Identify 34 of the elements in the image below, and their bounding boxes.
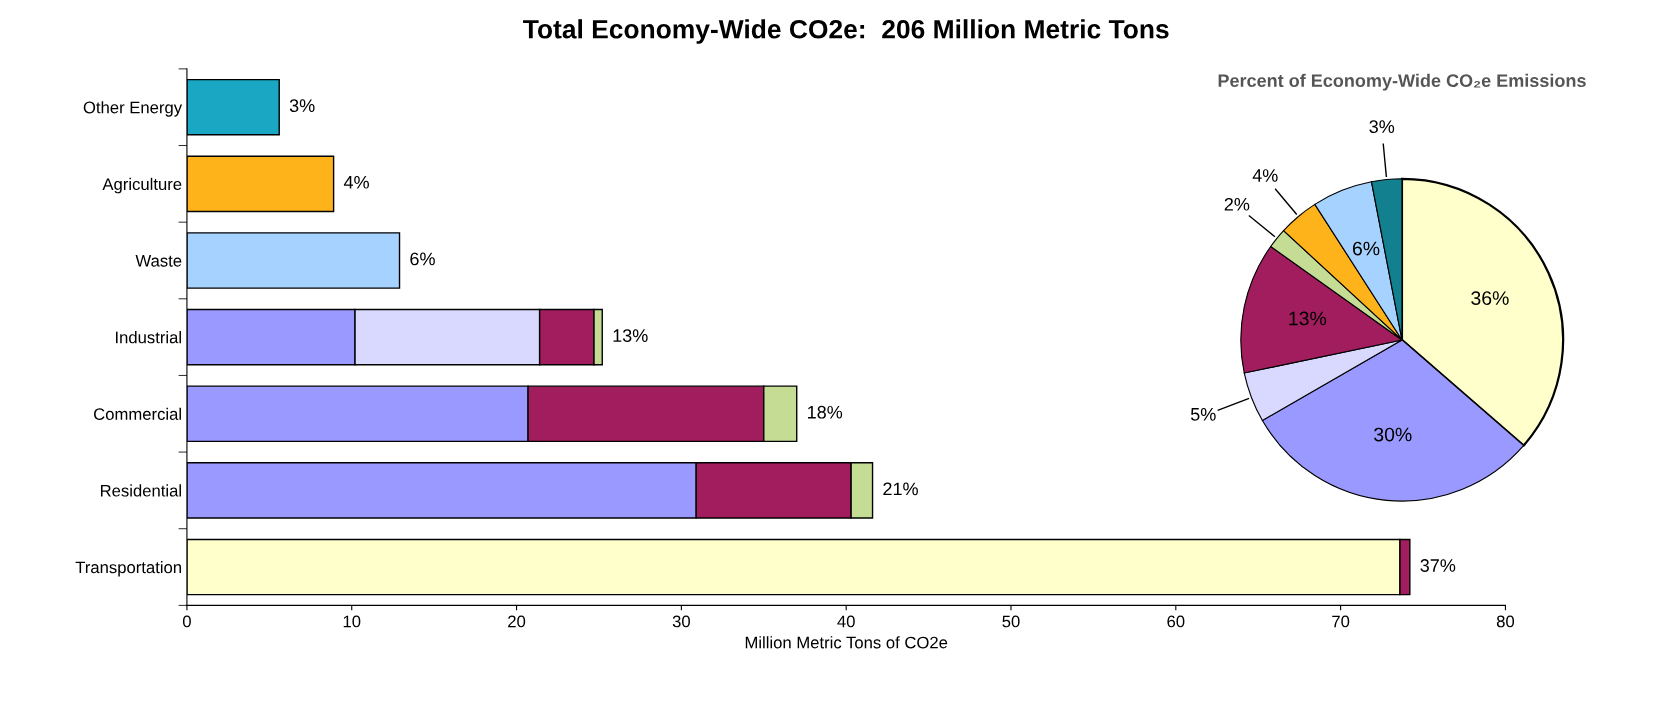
data-label: 30% bbox=[1374, 427, 1412, 442]
chart-title: Percent of Economy-Wide CO₂e Emissions bbox=[1218, 73, 1586, 91]
annotation: 4% bbox=[343, 175, 369, 189]
annotation: 13% bbox=[613, 329, 648, 342]
x-tick-label: 10 bbox=[343, 615, 361, 628]
annotation: 21% bbox=[883, 482, 918, 496]
data-label: 4% bbox=[1252, 169, 1278, 182]
x-tick-label: 70 bbox=[1332, 615, 1350, 628]
x-tick-label: 30 bbox=[672, 615, 690, 628]
data-label: 13% bbox=[1289, 311, 1327, 326]
y-tick-label: Commercial bbox=[94, 407, 181, 420]
chart-title: Total Economy-Wide CO2e: 206 Million Metric Tons bbox=[523, 19, 1169, 44]
annotation: 18% bbox=[808, 405, 843, 419]
y-tick-label: Other Energy bbox=[83, 101, 183, 117]
x-tick-label: 60 bbox=[1167, 615, 1185, 628]
data-label: 36% bbox=[1471, 291, 1509, 305]
x-tick-label: 80 bbox=[1496, 615, 1515, 628]
x-tick-label: 20 bbox=[508, 615, 526, 628]
x-tick-label: 50 bbox=[1002, 615, 1020, 628]
x-axis-title: Million Metric Tons of CO2e bbox=[745, 636, 948, 649]
data-label: 2% bbox=[1224, 197, 1250, 211]
annotation: 6% bbox=[410, 252, 435, 266]
x-tick-label: 0 bbox=[182, 615, 191, 628]
y-tick-label: Residential bbox=[100, 484, 181, 497]
y-tick-label: Agriculture bbox=[102, 177, 182, 194]
data-label: 3% bbox=[1369, 120, 1395, 134]
data-label: 6% bbox=[1352, 241, 1380, 256]
annotation: 3% bbox=[289, 99, 315, 113]
y-tick-label: Industrial bbox=[115, 331, 181, 344]
x-tick-label: 40 bbox=[837, 615, 855, 628]
data-label: 5% bbox=[1190, 408, 1216, 421]
y-tick-label: Transportation bbox=[75, 561, 181, 577]
y-tick-label: Waste bbox=[135, 255, 182, 267]
annotation: 37% bbox=[1420, 559, 1456, 572]
